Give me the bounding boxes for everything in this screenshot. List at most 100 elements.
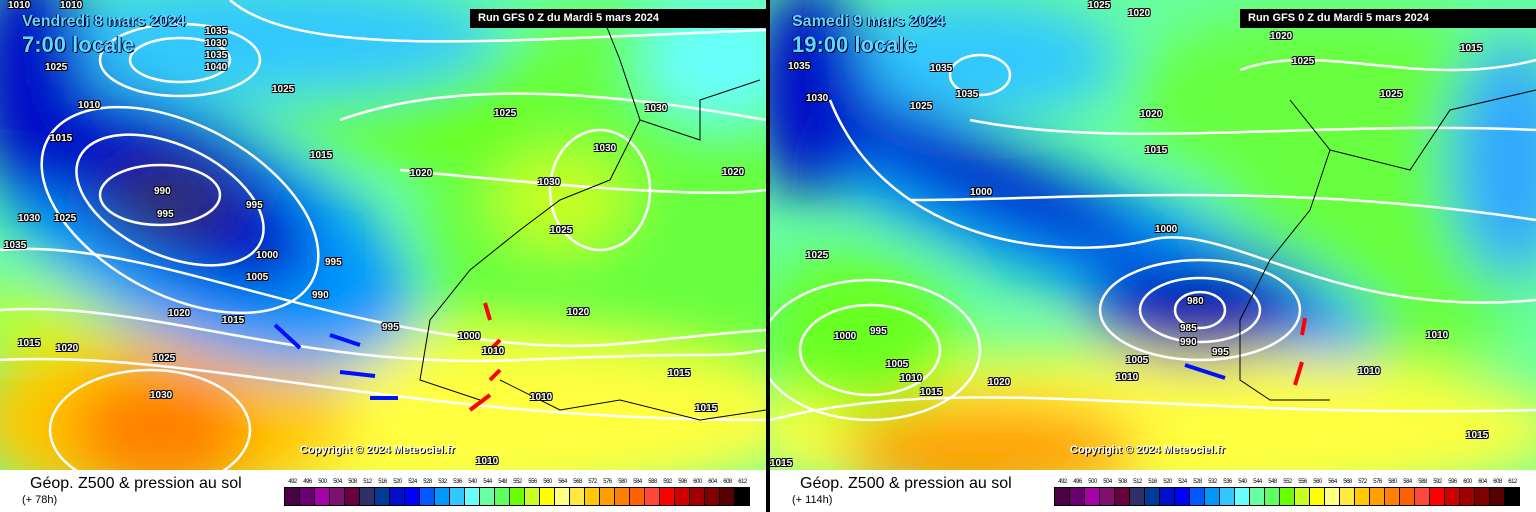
copyright: Copyright © 2024 Meteociel.fr [300,444,455,456]
legend-value: 508 [348,479,357,485]
isobar-label: 1020 [1140,109,1163,120]
isobar-label: 1030 [18,213,41,224]
legend-color [299,487,315,506]
legend-color [1474,487,1490,506]
isobar-label: 1025 [910,101,933,112]
legend-swatch: 564 [1324,478,1340,506]
legend-color [1069,487,1085,506]
legend-color [1489,487,1505,506]
legend-swatch: 588 [1414,478,1430,506]
legend-swatch: 500 [1084,478,1100,506]
legend-swatch: 540 [1234,478,1250,506]
isobar-label: 1030 [205,38,228,49]
legend-value: 580 [618,479,627,485]
isobar-label: 1025 [1380,89,1403,100]
panel-divider [766,0,770,512]
legend-swatch: 528 [419,478,435,506]
legend-swatch: 532 [434,478,450,506]
legend-value: 512 [363,479,372,485]
legend-color [614,487,630,506]
legend-color [389,487,405,506]
legend-color [524,487,540,506]
legend-swatch: 544 [1249,478,1265,506]
legend-value: 548 [498,479,507,485]
legend-swatch: 564 [554,478,570,506]
isobar-label: 1000 [1155,224,1178,235]
isobar-label: 1035 [930,63,953,74]
isobar-label: 1010 [900,373,923,384]
isobar-label: 1005 [1126,355,1149,366]
isobar-label: 1025 [153,353,176,364]
isobar-label: 1010 [530,392,553,403]
legend-color [584,487,600,506]
legend-swatch: 552 [509,478,525,506]
legend-swatch: 508 [344,478,360,506]
forecast-time: 19:00 locale [792,32,917,57]
legend-color [1099,487,1115,506]
isobar-label: 1015 [668,368,691,379]
legend-swatch: 576 [599,478,615,506]
legend-swatch: 584 [1399,478,1415,506]
legend-color [569,487,585,506]
legend-swatch: 512 [1129,478,1145,506]
legend-value: 552 [513,479,522,485]
legend-color [659,487,675,506]
isobar-label: 1025 [54,213,77,224]
legend-value: 556 [528,479,537,485]
legend-value: 592 [663,479,672,485]
legend-value: 548 [1268,479,1277,485]
forecast-time: 7:00 locale [22,32,135,57]
isobar-label: 1015 [18,338,41,349]
legend-value: 572 [1358,479,1367,485]
legend-color [1504,487,1520,506]
isobar-label: 1035 [205,26,228,37]
legend-value: 540 [468,479,477,485]
legend-color [329,487,345,506]
legend-swatch: 536 [1219,478,1235,506]
legend-color [284,487,300,506]
legend-color [1324,487,1340,506]
z500-field [770,0,1536,470]
isobar-label: 1015 [920,387,943,398]
legend-swatch: 540 [464,478,480,506]
legend-value: 608 [723,479,732,485]
isobar-label: 1020 [567,307,590,318]
legend-value: 580 [1388,479,1397,485]
z500-field [0,0,766,470]
isobar-label: 1030 [594,143,617,154]
legend-color [644,487,660,506]
legend-swatch: 596 [1444,478,1460,506]
legend-value: 576 [1373,479,1382,485]
legend-color [539,487,555,506]
legend-value: 496 [303,479,312,485]
legend-value: 592 [1433,479,1442,485]
wind-arrows [1184,317,1307,386]
legend-value: 520 [393,479,402,485]
legend-color [1369,487,1385,506]
legend-swatch: 524 [1174,478,1190,506]
legend-swatch: 604 [1474,478,1490,506]
legend-value: 516 [1148,479,1157,485]
legend-color [1129,487,1145,506]
isobar-label: 1030 [150,390,173,401]
legend-value: 516 [378,479,387,485]
legend-swatch: 592 [1429,478,1445,506]
legend-swatch: 600 [689,478,705,506]
legend-swatch: 612 [1504,478,1520,506]
legend-color [1309,487,1325,506]
isobar-label: 1020 [722,167,745,178]
legend-swatch: 512 [359,478,375,506]
isobar-label: 995 [246,200,263,211]
legend-color [494,487,510,506]
weather-map: 1010 1010 1035 1030 1035 1040 1025 1010 … [0,0,766,470]
legend-color [1294,487,1310,506]
legend-value: 560 [1313,479,1322,485]
legend-value: 608 [1493,479,1502,485]
legend-color [719,487,735,506]
isobar-label: 1000 [834,331,857,342]
legend-color [734,487,750,506]
legend-swatch: 556 [524,478,540,506]
legend-swatch: 496 [299,478,315,506]
legend-swatch: 568 [1339,478,1355,506]
isobar-label: 995 [157,209,174,220]
